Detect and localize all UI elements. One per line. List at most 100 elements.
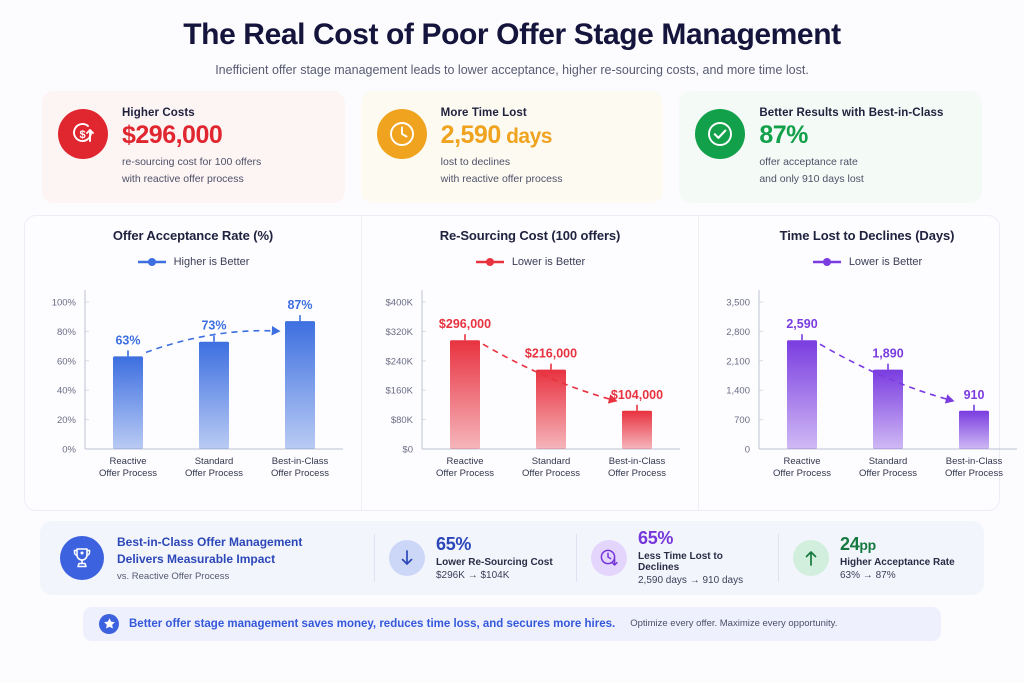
summary-headline: Best-in-Class Offer Management Delivers … <box>44 534 374 582</box>
check-circle-icon <box>695 108 746 159</box>
summary-item-line1: Less Time Lost to Declines <box>638 551 723 574</box>
svg-text:Reactive: Reactive <box>110 456 147 467</box>
kpi-card-row: $ Higher Costs $296,000 re-sourcing cost… <box>0 77 1024 203</box>
dollar-down-arrow-icon: $ <box>58 108 108 159</box>
summary-item-line2: 2,590 days → 910 days <box>638 575 744 587</box>
legend-marker-icon <box>137 257 166 266</box>
chart-legend: Lower is Better <box>370 256 690 268</box>
svg-text:$320K: $320K <box>386 327 414 338</box>
arrow-up-icon <box>793 539 829 576</box>
svg-text:Offer Process: Offer Process <box>522 468 580 479</box>
kpi-value: $296,000 <box>122 121 261 150</box>
svg-text:1,890: 1,890 <box>872 346 903 360</box>
svg-text:2,590: 2,590 <box>786 317 817 331</box>
kpi-desc-line1: offer acceptance rate <box>759 156 858 169</box>
svg-text:$296,000: $296,000 <box>439 317 491 331</box>
svg-text:$80K: $80K <box>391 415 414 426</box>
svg-text:87%: 87% <box>287 298 312 312</box>
footer-banner: Better offer stage management saves mone… <box>83 606 941 641</box>
kpi-value-number: $296,000 <box>122 120 223 149</box>
kpi-desc-line1: re-sourcing cost for 100 offers <box>122 156 262 169</box>
svg-text:Reactive: Reactive <box>447 456 484 467</box>
chart-plot-area: 100% 80% 60% 40% 20% 0% 63% Reactive Offer Proce… <box>33 276 353 491</box>
kpi-desc-line1: lost to declines <box>440 156 511 169</box>
clock-arrow-down-icon <box>591 539 627 576</box>
summary-item-value: 65% <box>638 528 764 549</box>
summary-strip: Best-in-Class Offer Management Delivers … <box>40 520 984 595</box>
summary-subtitle: vs. Reactive Offer Process <box>117 570 230 582</box>
svg-text:Offer Process: Offer Process <box>185 468 243 479</box>
kpi-value-unit: days <box>500 124 552 148</box>
summary-item-number: 65% <box>638 528 674 549</box>
svg-text:Best-in-Class: Best-in-Class <box>946 456 1003 467</box>
chart-offer-acceptance-rate: Offer Acceptance Rate (%) Higher is Bett… <box>25 216 361 510</box>
svg-text:910: 910 <box>964 388 985 402</box>
svg-text:73%: 73% <box>201 318 226 332</box>
summary-item-less-time-lost: 65% Less Time Lost to Declines 2,590 day… <box>576 528 778 586</box>
chart-svg-2: 3,5002,8002,1001,40070002,590ReactiveOff… <box>726 289 1017 479</box>
summary-item-text: 65% Less Time Lost to Declines 2,590 day… <box>638 528 764 587</box>
chart-title: Time Lost to Declines (Days) <box>779 227 955 243</box>
trophy-icon <box>60 535 104 580</box>
chart-legend: Lower is Better <box>707 256 1024 268</box>
chart-legend: Higher is Better <box>33 256 353 268</box>
kpi-card-higher-costs: $ Higher Costs $296,000 re-sourcing cost… <box>42 90 345 203</box>
summary-item-line2: $296K → $104K <box>436 569 510 581</box>
svg-text:60%: 60% <box>57 356 77 367</box>
svg-text:2,800: 2,800 <box>726 327 750 338</box>
arrow-down-icon <box>389 539 425 576</box>
svg-text:Standard: Standard <box>195 456 234 467</box>
kpi-body: More Time Lost 2,590 days lost to declin… <box>441 105 563 187</box>
page-subtitle: Inefficient offer stage management leads… <box>215 62 809 77</box>
kpi-value-number: 87% <box>759 120 808 149</box>
svg-text:40%: 40% <box>57 385 77 396</box>
svg-text:$240K: $240K <box>386 356 414 367</box>
svg-text:700: 700 <box>734 415 750 426</box>
clock-icon <box>376 108 427 159</box>
chart-title: Re-Sourcing Cost (100 offers) <box>439 227 621 243</box>
legend-label: Lower is Better <box>511 255 586 268</box>
kpi-value: 2,590 days <box>441 121 563 150</box>
svg-text:$400K: $400K <box>386 297 414 308</box>
legend-label: Lower is Better <box>848 255 923 268</box>
svg-text:Standard: Standard <box>869 456 908 467</box>
header: The Real Cost of Poor Offer Stage Manage… <box>0 0 1024 77</box>
summary-headline-text: Best-in-Class Offer Management Delivers … <box>117 534 302 582</box>
chart-plot-area: 3,500 2,800 2,100 1,400 700 0 2,590 Reactive Off… <box>707 276 1024 491</box>
svg-text:$: $ <box>79 129 85 141</box>
chart-resourcing-cost: Re-Sourcing Cost (100 offers) Lower is B… <box>361 215 698 510</box>
summary-item-suffix: pp <box>859 536 876 553</box>
summary-item-line1: Higher Acceptance Rate <box>840 556 955 568</box>
svg-text:Best-in-Class: Best-in-Class <box>272 456 329 467</box>
svg-text:20%: 20% <box>57 415 77 426</box>
svg-text:63%: 63% <box>115 333 140 347</box>
svg-text:Offer Process: Offer Process <box>436 468 494 479</box>
summary-item-lower-cost: 65% Lower Re-Sourcing Cost $296K → $104K <box>374 533 576 582</box>
chart-svg-1: $400K $320K $240K $160K $80K $0 $296,000 Reacti… <box>386 289 680 479</box>
kpi-description: lost to declines with reactive offer pro… <box>441 154 563 187</box>
svg-text:80%: 80% <box>57 327 77 338</box>
legend-marker-icon <box>475 257 504 266</box>
footer-strong-text: Better offer stage management saves mone… <box>129 617 616 630</box>
kpi-card-better-results: Better Results with Best-in-Class 87% of… <box>679 90 983 203</box>
kpi-desc-line2: with reactive offer process <box>122 172 244 185</box>
kpi-desc-line2: and only 910 days lost <box>759 172 864 185</box>
svg-text:Offer Process: Offer Process <box>99 468 157 479</box>
svg-text:$160K: $160K <box>386 385 414 396</box>
kpi-value-number: 2,590 <box>440 120 502 149</box>
summary-title-line2: Delivers Measurable Impact <box>117 551 276 566</box>
chart-title: Offer Acceptance Rate (%) <box>112 227 274 243</box>
svg-text:$104,000: $104,000 <box>611 388 663 402</box>
svg-text:2,100: 2,100 <box>726 356 750 367</box>
kpi-card-more-time-lost: More Time Lost 2,590 days lost to declin… <box>360 90 664 203</box>
svg-text:Offer Process: Offer Process <box>608 468 666 479</box>
svg-text:Standard: Standard <box>532 456 571 467</box>
svg-text:Offer Process: Offer Process <box>859 468 917 479</box>
kpi-body: Better Results with Best-in-Class 87% of… <box>759 105 943 187</box>
svg-text:0: 0 <box>745 444 750 455</box>
kpi-value: 87% <box>759 121 943 150</box>
summary-title-line1: Best-in-Class Offer Management <box>117 534 303 549</box>
kpi-desc-line2: with reactive offer process <box>440 172 563 185</box>
